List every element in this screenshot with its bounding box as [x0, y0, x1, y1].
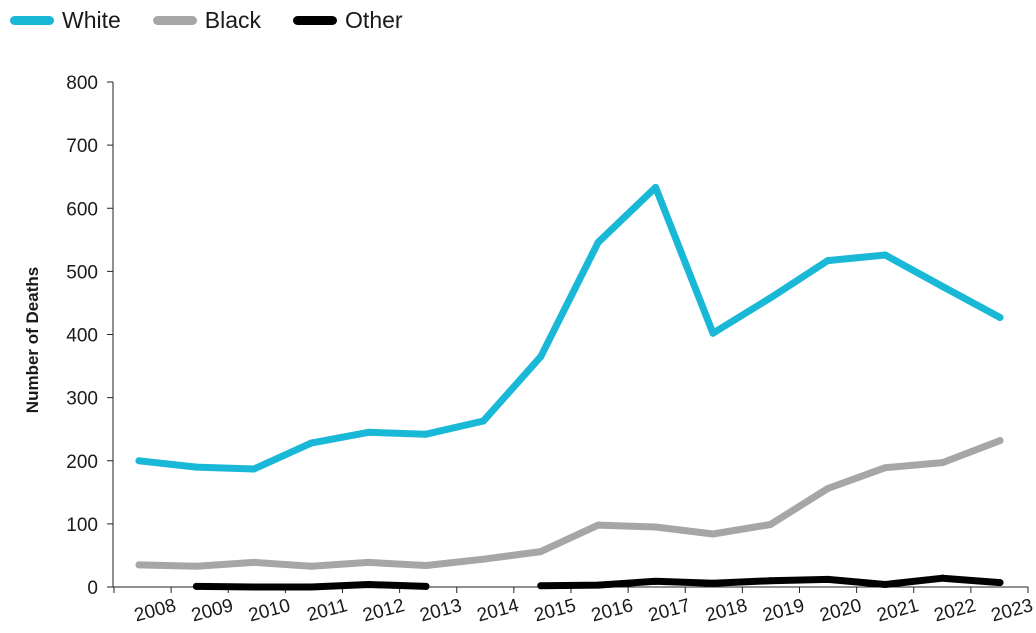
data-point-other — [422, 582, 430, 590]
data-point-other — [250, 583, 258, 591]
x-tick-label: 2009 — [189, 595, 235, 626]
x-tick-label: 2019 — [760, 595, 806, 626]
data-point-black — [479, 555, 487, 563]
data-point-other — [537, 582, 545, 590]
data-point-other — [939, 574, 947, 582]
data-point-white — [537, 353, 545, 361]
data-point-other — [709, 579, 717, 587]
y-tick-label: 200 — [66, 452, 98, 473]
data-point-white — [881, 251, 889, 259]
data-point-other — [594, 581, 602, 589]
x-tick-label: 2016 — [589, 595, 635, 626]
x-tick-label: 2020 — [818, 595, 864, 626]
data-point-other — [652, 577, 660, 585]
data-point-black — [307, 562, 315, 570]
y-tick-label: 600 — [66, 199, 98, 220]
data-point-white — [996, 313, 1004, 321]
data-point-other — [881, 580, 889, 588]
x-tick-label: 2018 — [703, 595, 749, 626]
data-point-black — [939, 459, 947, 467]
legend-swatch-white — [10, 15, 54, 25]
data-point-white — [422, 430, 430, 438]
data-point-black — [652, 523, 660, 531]
data-point-black — [996, 437, 1004, 445]
data-point-white — [709, 329, 717, 337]
legend-label-other: Other — [345, 6, 403, 33]
legend-swatch-black — [152, 15, 197, 25]
legend-item-black: Black — [152, 6, 262, 34]
y-tick-label: 700 — [66, 136, 98, 157]
data-point-black — [709, 530, 717, 538]
data-point-black — [365, 558, 373, 566]
data-point-white — [652, 183, 660, 191]
x-tick-label: 2022 — [932, 595, 978, 626]
data-point-white — [939, 283, 947, 291]
series-line-black — [135, 437, 1004, 570]
y-tick-label: 500 — [66, 262, 98, 283]
x-axis-ticks: 2008 2009 2010 2011 2012 2013 2014 2015 2016 2017… — [113, 587, 1035, 626]
y-axis-ticks: 0 100 200 300 400 500 600 700 800 — [66, 73, 113, 599]
data-point-white — [766, 294, 774, 302]
x-tick-label: 2014 — [475, 595, 522, 626]
data-point-black — [881, 464, 889, 472]
data-point-other — [996, 579, 1004, 587]
y-tick-label: 100 — [66, 515, 98, 536]
series-lines — [135, 183, 1004, 591]
data-point-black — [594, 521, 602, 529]
data-point-white — [594, 238, 602, 246]
legend-label-white: White — [62, 6, 121, 33]
data-point-white — [135, 457, 143, 465]
y-axis-title: Number of Deaths — [23, 267, 42, 413]
series-line-white — [135, 183, 1004, 473]
data-point-white — [824, 257, 832, 265]
chart-axes — [112, 82, 1028, 588]
legend-item-white: White — [10, 7, 121, 34]
legend-swatch-other — [293, 15, 338, 25]
data-point-white — [250, 465, 258, 473]
legend-label-black: Black — [204, 6, 262, 33]
chart-legend: White Black Other — [10, 4, 403, 36]
y-tick-label: 800 — [66, 73, 98, 94]
x-tick-label: 2008 — [132, 595, 178, 626]
data-point-other — [365, 580, 373, 588]
data-point-white — [192, 463, 200, 471]
y-tick-label: 400 — [66, 326, 98, 347]
data-point-black — [250, 558, 258, 566]
x-tick-label: 2017 — [646, 595, 692, 626]
x-tick-label: 2015 — [532, 595, 578, 626]
x-tick-label: 2013 — [418, 595, 464, 626]
data-point-other — [307, 583, 315, 591]
data-point-white — [479, 417, 487, 425]
data-point-black — [824, 485, 832, 493]
x-tick-label: 2011 — [305, 595, 350, 626]
data-point-white — [365, 428, 373, 436]
x-tick-label: 2021 — [875, 595, 921, 626]
data-point-white — [307, 439, 315, 447]
x-tick-label: 2012 — [361, 595, 407, 626]
data-point-other — [824, 575, 832, 583]
data-point-black — [766, 521, 774, 529]
y-tick-label: 0 — [87, 578, 98, 599]
y-tick-label: 300 — [66, 389, 98, 410]
data-point-black — [135, 561, 143, 569]
legend-item-other: Other — [293, 7, 403, 34]
x-tick-label: 2023 — [989, 595, 1035, 626]
data-point-black — [422, 562, 430, 570]
data-point-black — [537, 548, 545, 556]
data-point-other — [766, 577, 774, 585]
data-point-other — [192, 582, 200, 590]
data-point-black — [192, 562, 200, 570]
x-tick-label: 2010 — [246, 595, 292, 626]
